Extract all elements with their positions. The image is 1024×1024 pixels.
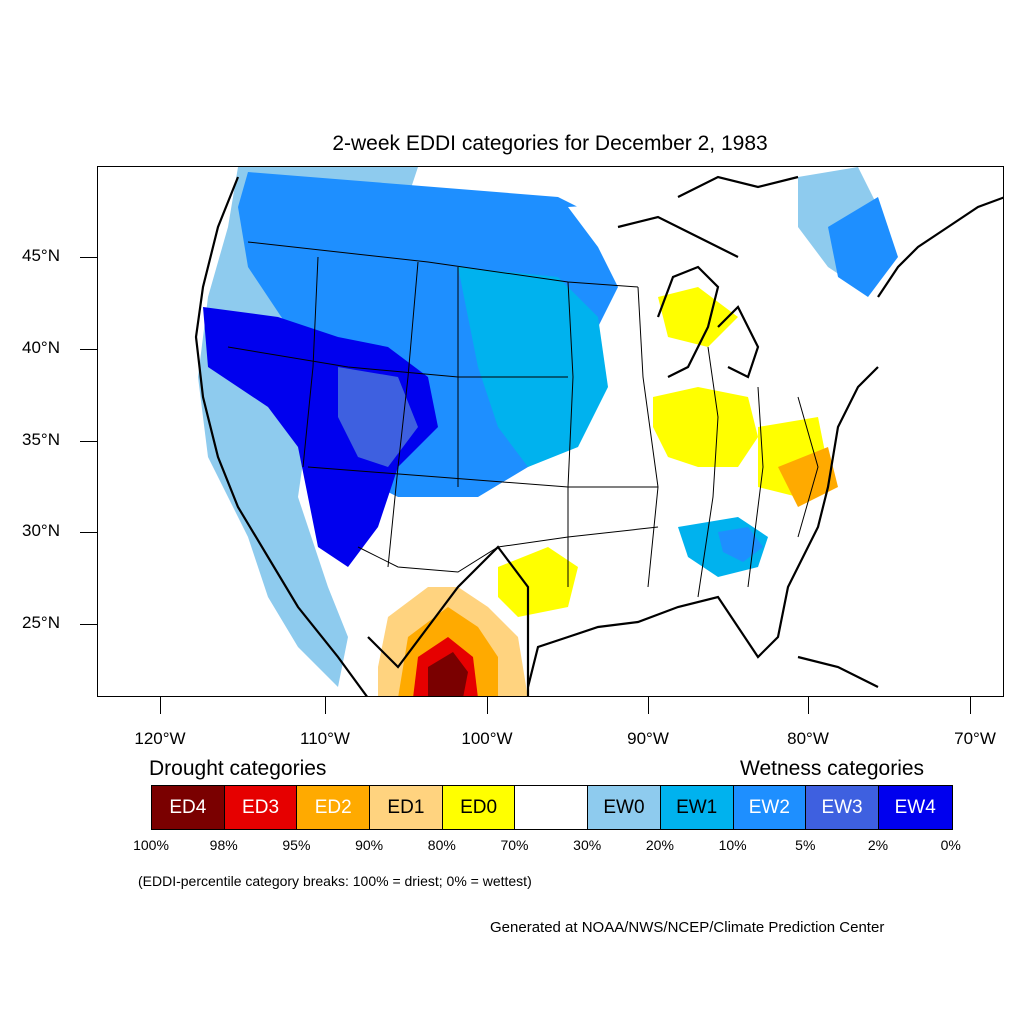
coastlines — [194, 175, 1003, 696]
legend-box: ED3 — [224, 786, 298, 829]
lat-label: 35°N — [22, 430, 60, 449]
legend-box: EW0 — [588, 786, 661, 829]
lon-label: 90°W — [627, 729, 669, 748]
percentile-label: 98% — [209, 837, 238, 853]
eddi-map — [194, 167, 1003, 696]
percentile-label: 20% — [645, 837, 674, 853]
legend-box: EW3 — [806, 786, 879, 829]
legend-box: ED4 — [152, 786, 225, 829]
map-panel — [97, 166, 1004, 697]
region-ed0-greatlakes — [653, 387, 758, 467]
region-ew3-blend — [338, 367, 418, 467]
lat-tick — [80, 441, 97, 442]
lon-tick — [160, 697, 161, 714]
lon-tick — [325, 697, 326, 714]
legend-box — [515, 786, 589, 829]
percentile-label: 95% — [282, 837, 311, 853]
lat-tick — [80, 349, 97, 350]
lat-tick — [80, 624, 97, 625]
map-title: 2-week EDDI categories for December 2, 1… — [332, 132, 768, 155]
percentile-label: 0% — [940, 837, 961, 853]
lat-tick — [80, 257, 97, 258]
region-ew4-intermountain — [203, 307, 438, 567]
percentile-label: 90% — [355, 837, 384, 853]
lon-label: 100°W — [461, 729, 513, 748]
lon-tick — [808, 697, 809, 714]
lat-label: 45°N — [22, 246, 60, 265]
region-ew1-plains — [458, 267, 608, 467]
lat-label: 25°N — [22, 613, 60, 632]
credit-text: Generated at NOAA/NWS/NCEP/Climate Predi… — [490, 919, 885, 936]
percentile-label: 10% — [718, 837, 747, 853]
percentile-label: 30% — [573, 837, 602, 853]
percentile-label: 80% — [427, 837, 456, 853]
lon-tick — [648, 697, 649, 714]
lon-label: 120°W — [134, 729, 186, 748]
region-ed0-michigan — [658, 287, 738, 347]
region-ed4-mexico — [428, 652, 468, 696]
category-legend: ED4 ED3 ED2 ED1 ED0 EW0 EW1 EW2 EW3 EW4 — [151, 785, 953, 830]
legend-box: EW1 — [660, 786, 734, 829]
lat-label: 30°N — [22, 521, 60, 540]
category-note: (EDDI-percentile category breaks: 100% =… — [138, 873, 532, 889]
region-ed0-texas — [498, 547, 578, 617]
wetness-categories-title: Wetness categories — [740, 757, 925, 780]
state-borders — [227, 241, 819, 598]
legend-box: ED0 — [442, 786, 516, 829]
percentile-label: 2% — [867, 837, 889, 853]
lon-label: 110°W — [300, 729, 350, 748]
region-ed1-carolina — [778, 447, 838, 507]
lon-tick — [970, 697, 971, 714]
lat-label: 40°N — [22, 338, 60, 357]
legend-box: EW2 — [733, 786, 807, 829]
lat-tick — [80, 532, 97, 533]
legend-box: ED2 — [297, 786, 371, 829]
region-ew2-northeast — [828, 197, 898, 297]
drought-categories-title: Drought categories — [149, 757, 327, 780]
percentile-label: 5% — [795, 837, 816, 853]
lon-label: 80°W — [787, 729, 829, 748]
lon-tick — [487, 697, 488, 714]
lon-label: 70°W — [954, 729, 996, 748]
legend-box: ED1 — [370, 786, 443, 829]
percentile-label: 70% — [500, 837, 529, 853]
legend-box: EW4 — [878, 786, 952, 829]
percentile-label: 100% — [133, 837, 169, 853]
